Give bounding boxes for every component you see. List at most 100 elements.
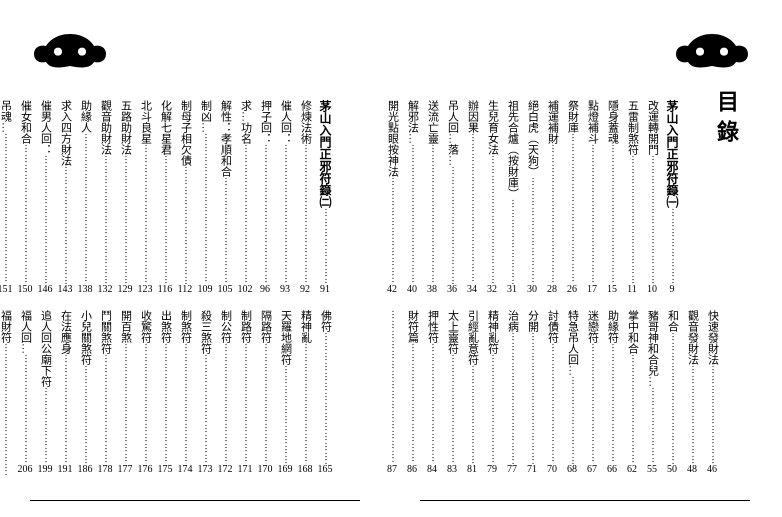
toc-entry: 分開︙︙︙︙︙︙︙︙︙︙︙︙︙︙︙︙︙︙︙︙︙︙︙︙︙︙︙︙︙︙71 xyxy=(523,310,541,475)
toc-entry: 北斗良星︙︙︙︙︙︙︙︙︙︙︙︙︙︙︙︙︙︙︙︙︙︙︙︙︙︙︙︙︙︙123 xyxy=(136,100,154,295)
toc-entry-title: 太上靈符 xyxy=(447,310,458,354)
toc-page-number: 46 xyxy=(707,464,717,475)
toc-entry-title: 出煞符 xyxy=(160,310,171,343)
toc-entry: 制煞符︙︙︙︙︙︙︙︙︙︙︙︙︙︙︙︙︙︙︙︙︙︙︙︙︙︙︙︙︙︙174 xyxy=(176,310,194,475)
toc-page-number: 9 xyxy=(670,284,675,295)
toc-leader-dots: ︙︙︙︙︙︙︙︙︙︙︙︙︙︙︙︙︙︙︙︙︙︙︙︙︙︙︙︙︙︙ xyxy=(301,343,310,464)
toc-leader-dots: ︙︙︙︙︙︙︙︙︙︙︙︙︙︙︙︙︙︙︙︙︙︙︙︙︙︙︙︙︙︙ xyxy=(61,354,70,464)
toc-page-number: 105 xyxy=(218,284,233,295)
toc-entry-title: 隱身蓋魂 xyxy=(607,100,618,144)
toc-page-number: 28 xyxy=(547,284,557,295)
toc-entry-title: 觀音發財法 xyxy=(687,310,698,365)
toc-entry: 觀音助財法︙︙︙︙︙︙︙︙︙︙︙︙︙︙︙︙︙︙︙︙︙︙︙︙︙︙︙︙︙︙132 xyxy=(96,100,114,295)
toc-entry-title: 佛符 xyxy=(320,310,331,332)
toc-page-number: 170 xyxy=(258,464,273,475)
toc-entry-title: 殺三煞符 xyxy=(200,310,211,354)
toc-entry-title: 求…功名 xyxy=(240,100,251,144)
ornament-icon xyxy=(672,30,752,70)
toc-entry-title: 制路符 xyxy=(240,310,251,343)
toc-entry-title: 在法應身 xyxy=(60,310,71,354)
toc-page-number: 68 xyxy=(567,464,577,475)
toc-entry-title: 點燈補斗 xyxy=(587,100,598,144)
toc-leader-dots: ︙︙︙︙︙︙︙︙︙︙︙︙︙︙︙︙︙︙︙︙︙︙︙︙︙︙︙︙︙︙ xyxy=(668,332,677,464)
toc-entry: 掌中和合︙︙︙︙︙︙︙︙︙︙︙︙︙︙︙︙︙︙︙︙︙︙︙︙︙︙︙︙︙︙62 xyxy=(623,310,641,475)
toc-leader-dots: ︙︙︙︙︙︙︙︙︙︙︙︙︙︙︙︙︙︙︙︙︙︙︙︙︙︙︙︙︙︙ xyxy=(668,208,677,284)
toc-entry-title: 豬哥神和合兒… xyxy=(647,310,658,387)
toc-entry: 觀音發財法︙︙︙︙︙︙︙︙︙︙︙︙︙︙︙︙︙︙︙︙︙︙︙︙︙︙︙︙︙︙48 xyxy=(683,310,701,475)
toc-section-title: 茅山入門正邪符籙㈡ xyxy=(319,100,331,208)
toc-leader-dots: ︙︙︙︙︙︙︙︙︙︙︙︙︙︙︙︙︙︙︙︙︙︙︙︙︙︙︙︙︙︙ xyxy=(528,332,537,464)
toc-entry: 豬哥神和合兒…︙︙︙︙︙︙︙︙︙︙︙︙︙︙︙︙︙︙︙︙︙︙︙︙︙︙︙︙︙︙55 xyxy=(643,310,661,475)
toc-leader-dots: ︙︙︙︙︙︙︙︙︙︙︙︙︙︙︙︙︙︙︙︙︙︙︙︙︙︙︙︙︙︙ xyxy=(181,343,190,464)
toc-entry: 改運轉開門︙︙︙︙︙︙︙︙︙︙︙︙︙︙︙︙︙︙︙︙︙︙︙︙︙︙︙︙︙︙10 xyxy=(643,100,661,295)
toc-entry-title: 催女和合 xyxy=(20,100,31,144)
toc-leader-dots: ︙︙︙︙︙︙︙︙︙︙︙︙︙︙︙︙︙︙︙︙︙︙︙︙︙︙︙︙︙︙ xyxy=(321,208,330,284)
toc-page-number: 176 xyxy=(138,464,153,475)
toc-page-number: 206 xyxy=(18,464,33,475)
toc-entry: 吊人回…落…︙︙︙︙︙︙︙︙︙︙︙︙︙︙︙︙︙︙︙︙︙︙︙︙︙︙︙︙︙︙36 xyxy=(443,100,461,295)
toc-page-number: 67 xyxy=(587,464,597,475)
toc-entry-title: 制母子相欠債 xyxy=(180,100,191,166)
toc-entry-title: 制煞符 xyxy=(180,310,191,343)
toc-entry-title: 觀音助財法 xyxy=(100,100,111,155)
toc-page-number: 50 xyxy=(667,464,677,475)
toc-entry-title: 財符篇 xyxy=(407,310,418,343)
toc-entry: 催男人回：︙︙︙︙︙︙︙︙︙︙︙︙︙︙︙︙︙︙︙︙︙︙︙︙︙︙︙︙︙︙146 xyxy=(36,100,54,295)
toc-entry-title: 福財符 xyxy=(0,310,11,343)
toc-entry: 送流亡靈︙︙︙︙︙︙︙︙︙︙︙︙︙︙︙︙︙︙︙︙︙︙︙︙︙︙︙︙︙︙38 xyxy=(423,100,441,295)
toc-page-number: 79 xyxy=(487,464,497,475)
toc-page-number: 38 xyxy=(427,284,437,295)
toc-leader-dots: ︙︙︙︙︙︙︙︙︙︙︙︙︙︙︙︙︙︙︙︙︙︙︙︙︙︙︙︙︙︙ xyxy=(588,343,597,464)
toc-page-number: 116 xyxy=(158,284,173,295)
toc-page-number: 109 xyxy=(198,284,213,295)
toc-leader-dots: ︙︙︙︙︙︙︙︙︙︙︙︙︙︙︙︙︙︙︙︙︙︙︙︙︙︙︙︙︙︙ xyxy=(648,155,657,284)
toc-entry: 制路符︙︙︙︙︙︙︙︙︙︙︙︙︙︙︙︙︙︙︙︙︙︙︙︙︙︙︙︙︙︙171 xyxy=(236,310,254,475)
toc-entry: 吊魂…︙︙︙︙︙︙︙︙︙︙︙︙︙︙︙︙︙︙︙︙︙︙︙︙︙︙︙︙︙︙151 xyxy=(0,100,14,295)
toc-leader-dots: ︙︙︙︙︙︙︙︙︙︙︙︙︙︙︙︙︙︙︙︙︙︙︙︙︙︙︙︙︙︙ xyxy=(508,199,517,284)
toc-page-number: 102 xyxy=(238,284,253,295)
toc-page-number: 171 xyxy=(238,464,253,475)
toc-entry-title: 討債符 xyxy=(547,310,558,343)
toc-entry: 押性符︙︙︙︙︙︙︙︙︙︙︙︙︙︙︙︙︙︙︙︙︙︙︙︙︙︙︙︙︙︙84 xyxy=(423,310,441,475)
toc-page-number: 112 xyxy=(178,284,193,295)
toc-entry-title: 改運轉開門 xyxy=(647,100,658,155)
ornament-icon xyxy=(30,30,110,70)
toc-entry: 出煞符︙︙︙︙︙︙︙︙︙︙︙︙︙︙︙︙︙︙︙︙︙︙︙︙︙︙︙︙︙︙175 xyxy=(156,310,174,475)
toc-heading: 目錄 xyxy=(710,90,742,150)
toc-entry-title: 特急吊人回… xyxy=(567,310,578,376)
toc-page-number: 32 xyxy=(487,284,497,295)
toc-entry: 精神亂符︙︙︙︙︙︙︙︙︙︙︙︙︙︙︙︙︙︙︙︙︙︙︙︙︙︙︙︙︙︙79 xyxy=(483,310,501,475)
toc-entry-title: 生兒育女法 xyxy=(487,100,498,155)
toc-leader-dots: ︙︙︙︙︙︙︙︙︙︙︙︙︙︙︙︙︙︙︙︙︙︙︙︙︙︙︙︙︙︙ xyxy=(408,144,417,284)
toc-entry: 在法應身︙︙︙︙︙︙︙︙︙︙︙︙︙︙︙︙︙︙︙︙︙︙︙︙︙︙︙︙︙︙191 xyxy=(56,310,74,475)
toc-page-number: 138 xyxy=(78,284,93,295)
toc-entry: 財符篇︙︙︙︙︙︙︙︙︙︙︙︙︙︙︙︙︙︙︙︙︙︙︙︙︙︙︙︙︙︙86 xyxy=(403,310,421,475)
toc-entry-title: 五雷制煞符 xyxy=(627,100,638,155)
toc-block-right-upper: 茅山入門正邪符籙㈠︙︙︙︙︙︙︙︙︙︙︙︙︙︙︙︙︙︙︙︙︙︙︙︙︙︙︙︙︙︙9… xyxy=(382,100,682,295)
toc-page-number: 62 xyxy=(627,464,637,475)
toc-page-number: 31 xyxy=(507,284,517,295)
toc-leader-dots: ︙︙︙︙︙︙︙︙︙︙︙︙︙︙︙︙︙︙︙︙︙︙︙︙︙︙︙︙︙︙ xyxy=(161,343,170,464)
toc-entry: 求…功名︙︙︙︙︙︙︙︙︙︙︙︙︙︙︙︙︙︙︙︙︙︙︙︙︙︙︙︙︙︙102 xyxy=(236,100,254,295)
toc-page-number: 93 xyxy=(280,284,290,295)
toc-leader-dots: ︙︙︙︙︙︙︙︙︙︙︙︙︙︙︙︙︙︙︙︙︙︙︙︙︙︙︙︙︙︙ xyxy=(161,155,170,284)
toc-page-number: 26 xyxy=(567,284,577,295)
toc-leader-dots: ︙︙︙︙︙︙︙︙︙︙︙︙︙︙︙︙︙︙︙︙︙︙︙︙︙︙︙︙︙︙ xyxy=(548,343,557,464)
toc-entry-title: 吊魂… xyxy=(0,100,11,133)
toc-page-number: 132 xyxy=(98,284,113,295)
toc-entry-title: 分開 xyxy=(527,310,538,332)
toc-entry-title: 助緣符 xyxy=(607,310,618,343)
toc-leader-dots: ︙︙︙︙︙︙︙︙︙︙︙︙︙︙︙︙︙︙︙︙︙︙︙︙︙︙︙︙︙︙ xyxy=(101,354,110,464)
toc-page-number: 151 xyxy=(0,284,13,295)
toc-entry-title: 精神亂 xyxy=(300,310,311,343)
toc-leader-dots: ︙︙︙︙︙︙︙︙︙︙︙︙︙︙︙︙︙︙︙︙︙︙︙︙︙︙︙︙︙︙ xyxy=(488,155,497,284)
toc-page-number: 11 xyxy=(627,284,637,295)
toc-leader-dots: ︙︙︙︙︙︙︙︙︙︙︙︙︙︙︙︙︙︙︙︙︙︙︙︙︙︙︙︙︙︙ xyxy=(568,376,577,464)
toc-page-number: 129 xyxy=(118,284,133,295)
toc-leader-dots: ︙︙︙︙︙︙︙︙︙︙︙︙︙︙︙︙︙︙︙︙︙︙︙︙︙︙︙︙︙︙ xyxy=(121,155,130,284)
toc-leader-dots: ︙︙︙︙︙︙︙︙︙︙︙︙︙︙︙︙︙︙︙︙︙︙︙︙︙︙︙︙︙︙ xyxy=(628,155,637,284)
toc-leader-dots: ︙︙︙︙︙︙︙︙︙︙︙︙︙︙︙︙︙︙︙︙︙︙︙︙︙︙︙︙︙︙ xyxy=(221,343,230,464)
toc-entry-title: 北斗良星 xyxy=(140,100,151,144)
toc-page-number: 169 xyxy=(278,464,293,475)
toc-page-number: 71 xyxy=(527,464,537,475)
